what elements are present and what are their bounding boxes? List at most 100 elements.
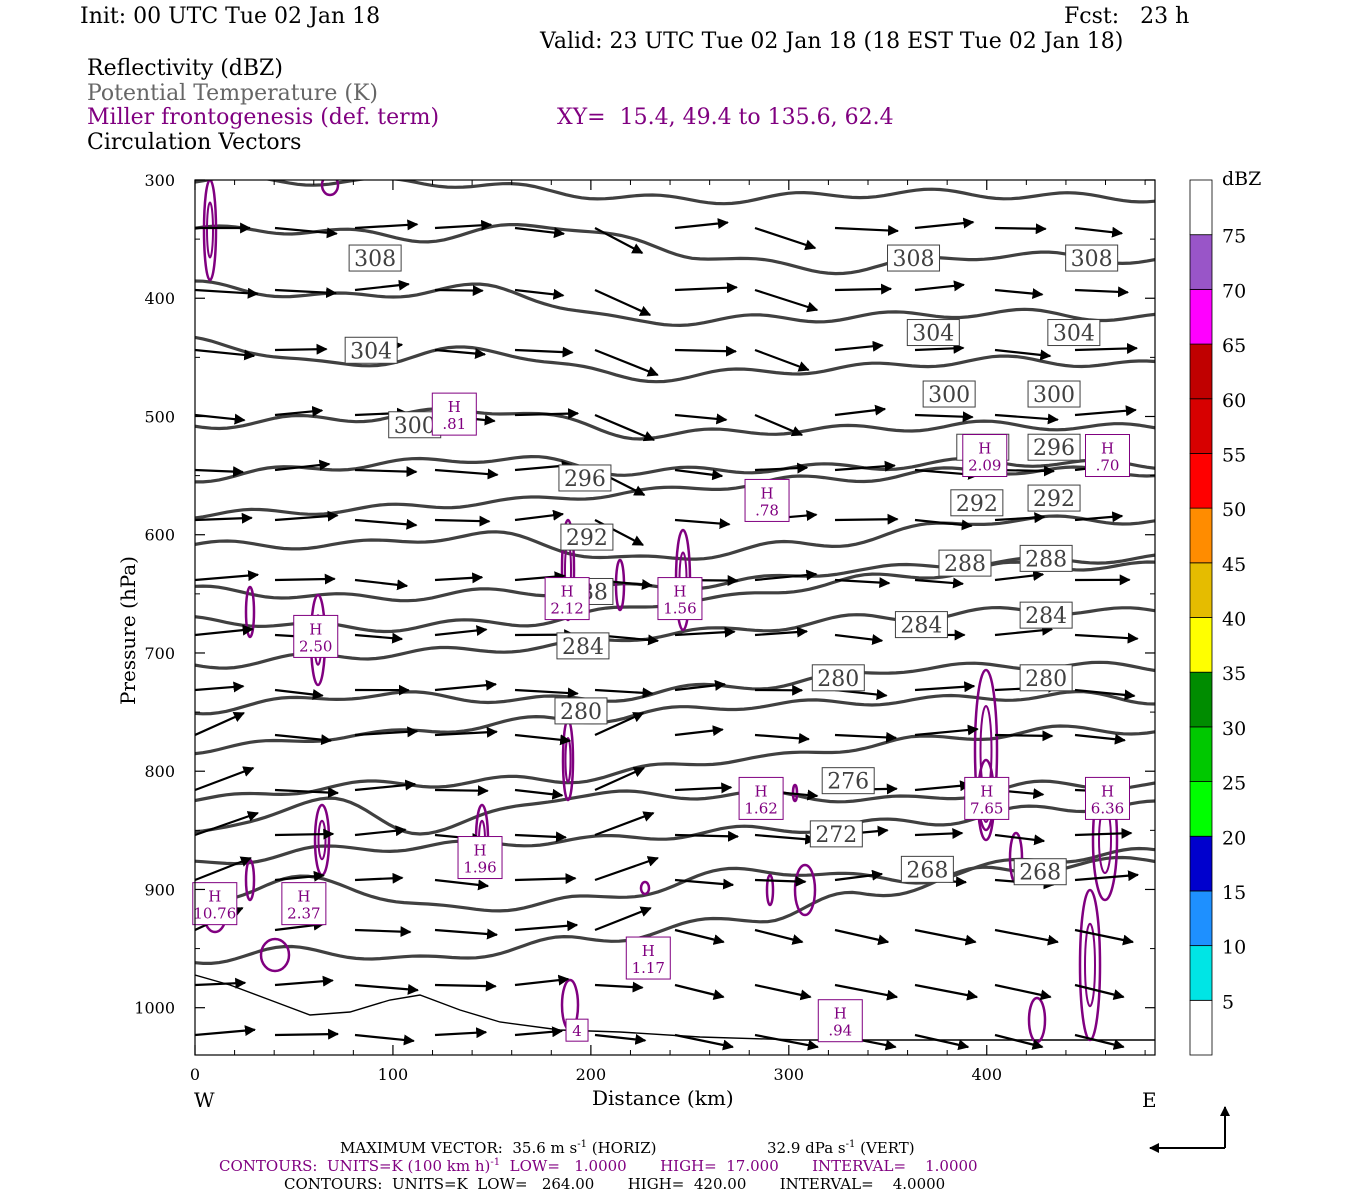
colorbar-swatch [1189, 671, 1213, 728]
circulation-vector [674, 626, 736, 638]
circulation-vector [1074, 342, 1138, 354]
theta-label: 280 [811, 664, 865, 692]
theta-label: 304 [344, 336, 398, 364]
circulation-vector [195, 977, 247, 989]
svg-text:308: 308 [354, 247, 396, 272]
frontogenesis-max-label: H2.12 [544, 577, 590, 621]
colorbar-label: 30 [1222, 718, 1246, 740]
svg-text:10.76: 10.76 [193, 905, 236, 923]
circulation-vector [514, 408, 580, 420]
circulation-vector [434, 572, 484, 584]
circulation-vector [914, 217, 975, 230]
frontogenesis-contour [313, 803, 331, 877]
circulation-vector [834, 869, 884, 882]
circulation-vector [594, 413, 656, 442]
colorbar-label: 25 [1222, 773, 1246, 795]
circulation-vector [674, 928, 725, 945]
svg-text:H: H [755, 782, 768, 800]
circulation-vector [914, 1033, 970, 1051]
colorbar-label: 15 [1222, 882, 1246, 904]
circulation-vector [1074, 983, 1125, 1000]
circulation-vector [354, 779, 417, 792]
theta-label: 296 [1027, 433, 1081, 461]
theta-contour-line [195, 855, 1155, 965]
svg-text:4: 4 [572, 1022, 582, 1040]
svg-text:H: H [834, 1005, 847, 1023]
circulation-vector [834, 340, 884, 352]
circulation-vector [195, 466, 245, 478]
circulation-vector [434, 515, 491, 527]
circulation-vector [195, 624, 254, 637]
svg-text:H: H [673, 583, 686, 601]
circulation-vector [514, 346, 574, 358]
circulation-vector [674, 830, 740, 842]
svg-text:H: H [1101, 440, 1114, 458]
svg-text:H: H [473, 842, 486, 860]
svg-text:6.36: 6.36 [1091, 799, 1124, 817]
cross-section-endpoints: XY= 15.4, 49.4 to 135.6, 62.4 [557, 105, 894, 130]
circulation-vector [674, 725, 724, 737]
y-tick-label: 1000 [134, 999, 175, 1018]
circulation-vector [994, 983, 1052, 1001]
circulation-vector [674, 218, 729, 230]
circulation-vector [434, 468, 499, 480]
theta-label: 300 [1027, 380, 1081, 408]
colorbar-swatch [1189, 288, 1213, 345]
frontogenesis-max-label: H2.50 [293, 614, 339, 658]
circulation-vector [274, 733, 333, 746]
colorbar-label: 65 [1222, 335, 1246, 357]
circulation-vector [1074, 511, 1124, 523]
svg-text:284: 284 [900, 614, 942, 639]
svg-text:292: 292 [1033, 487, 1075, 512]
svg-text:304: 304 [350, 339, 392, 364]
theta-label: 284 [556, 632, 610, 660]
circulation-vector [274, 870, 325, 882]
circulation-vector [195, 287, 259, 299]
svg-text:.94: .94 [828, 1022, 852, 1040]
theta-label: 280 [554, 697, 608, 725]
svg-text:H: H [309, 620, 322, 638]
circulation-vector [354, 466, 418, 478]
svg-text:1.56: 1.56 [663, 600, 696, 618]
theta-label: 280 [1019, 664, 1073, 692]
frontogenesis-max-label: H6.36 [1084, 776, 1130, 820]
circulation-vector [274, 975, 334, 987]
colorbar-label: 75 [1222, 226, 1246, 248]
svg-text:304: 304 [1053, 322, 1095, 347]
svg-text:280: 280 [1025, 667, 1067, 692]
svg-text:308: 308 [893, 247, 935, 272]
colorbar-label: 35 [1222, 663, 1246, 685]
circulation-vector [274, 787, 340, 799]
circulation-vector [674, 468, 724, 481]
svg-text:H: H [980, 782, 993, 800]
circulation-vector [674, 679, 726, 692]
circulation-vector [195, 711, 245, 737]
circulation-vector [354, 983, 419, 995]
circulation-vector [674, 1033, 734, 1051]
colorbar-swatch [1189, 179, 1213, 236]
circulation-vector [994, 348, 1052, 361]
frontogenesis-contour [973, 668, 999, 832]
circulation-vector [594, 981, 644, 993]
colorbar-label: 70 [1222, 280, 1246, 302]
circulation-vector [1074, 688, 1136, 701]
terrain-line [195, 974, 1155, 1041]
circulation-vector [594, 227, 644, 254]
circulation-vector [834, 283, 893, 295]
colorbar-label: 60 [1222, 390, 1246, 412]
frontogenesis-max-label: H1.56 [657, 577, 703, 621]
circulation-vector [514, 788, 564, 800]
circulation-vector [195, 856, 252, 882]
circulation-vector [914, 280, 965, 292]
x-axis-title: Distance (km) [592, 1086, 734, 1110]
circulation-vector [754, 569, 818, 582]
svg-text:H: H [208, 888, 221, 906]
circulation-vector [674, 413, 728, 425]
y-tick-label: 300 [144, 171, 175, 190]
colorbar-swatch [1189, 726, 1213, 782]
svg-text:2.50: 2.50 [299, 637, 332, 655]
frontogenesis-contour [639, 880, 651, 896]
theta-contour-line [195, 407, 1155, 441]
svg-text:H: H [760, 484, 773, 502]
colorbar-label: 50 [1222, 499, 1246, 521]
